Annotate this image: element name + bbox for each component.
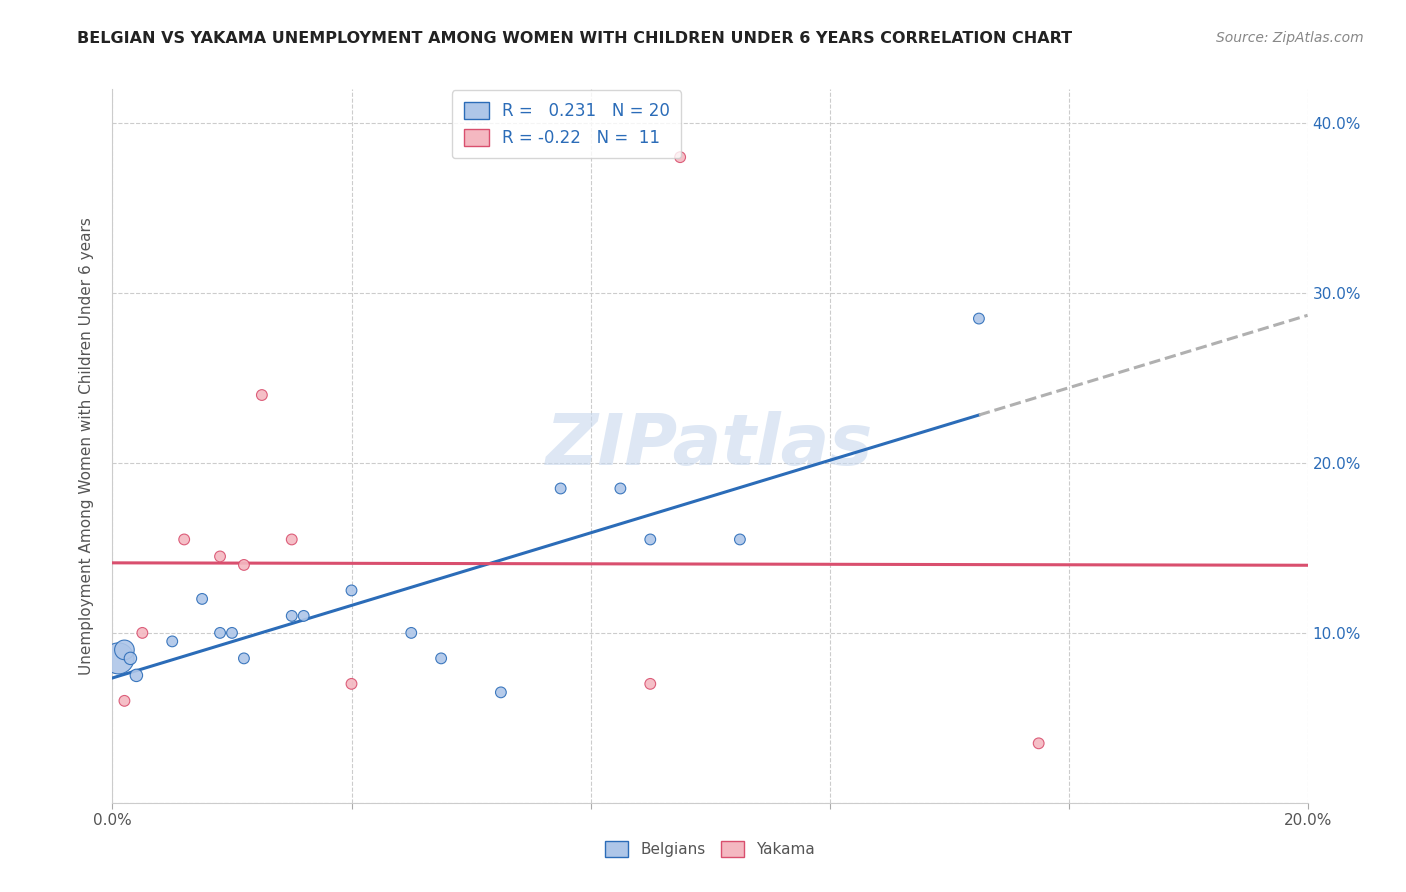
Point — [114, 643, 135, 657]
Point — [209, 626, 232, 640]
Point — [640, 533, 662, 547]
Point — [281, 533, 304, 547]
Point — [233, 651, 256, 665]
Point — [191, 591, 214, 606]
Point — [550, 482, 572, 496]
Point — [107, 651, 129, 665]
Point — [401, 626, 423, 640]
Point — [281, 608, 304, 623]
Text: ZIPatlas: ZIPatlas — [547, 411, 873, 481]
Point — [221, 626, 243, 640]
Point — [1028, 736, 1050, 750]
Point — [292, 608, 315, 623]
Point — [162, 634, 183, 648]
Point — [250, 388, 273, 402]
Point — [340, 583, 363, 598]
Point — [125, 668, 148, 682]
Point — [609, 482, 631, 496]
Point — [489, 685, 512, 699]
Legend: Belgians, Yakama: Belgians, Yakama — [596, 832, 824, 866]
Y-axis label: Unemployment Among Women with Children Under 6 years: Unemployment Among Women with Children U… — [79, 217, 94, 675]
Point — [340, 677, 363, 691]
Point — [173, 533, 195, 547]
Point — [967, 311, 990, 326]
Point — [209, 549, 232, 564]
Point — [114, 694, 135, 708]
Text: BELGIAN VS YAKAMA UNEMPLOYMENT AMONG WOMEN WITH CHILDREN UNDER 6 YEARS CORRELATI: BELGIAN VS YAKAMA UNEMPLOYMENT AMONG WOM… — [77, 31, 1073, 46]
Point — [233, 558, 256, 572]
Text: Source: ZipAtlas.com: Source: ZipAtlas.com — [1216, 31, 1364, 45]
Point — [430, 651, 453, 665]
Point — [669, 150, 692, 164]
Point — [131, 626, 153, 640]
Point — [728, 533, 751, 547]
Point — [120, 651, 142, 665]
Point — [640, 677, 662, 691]
